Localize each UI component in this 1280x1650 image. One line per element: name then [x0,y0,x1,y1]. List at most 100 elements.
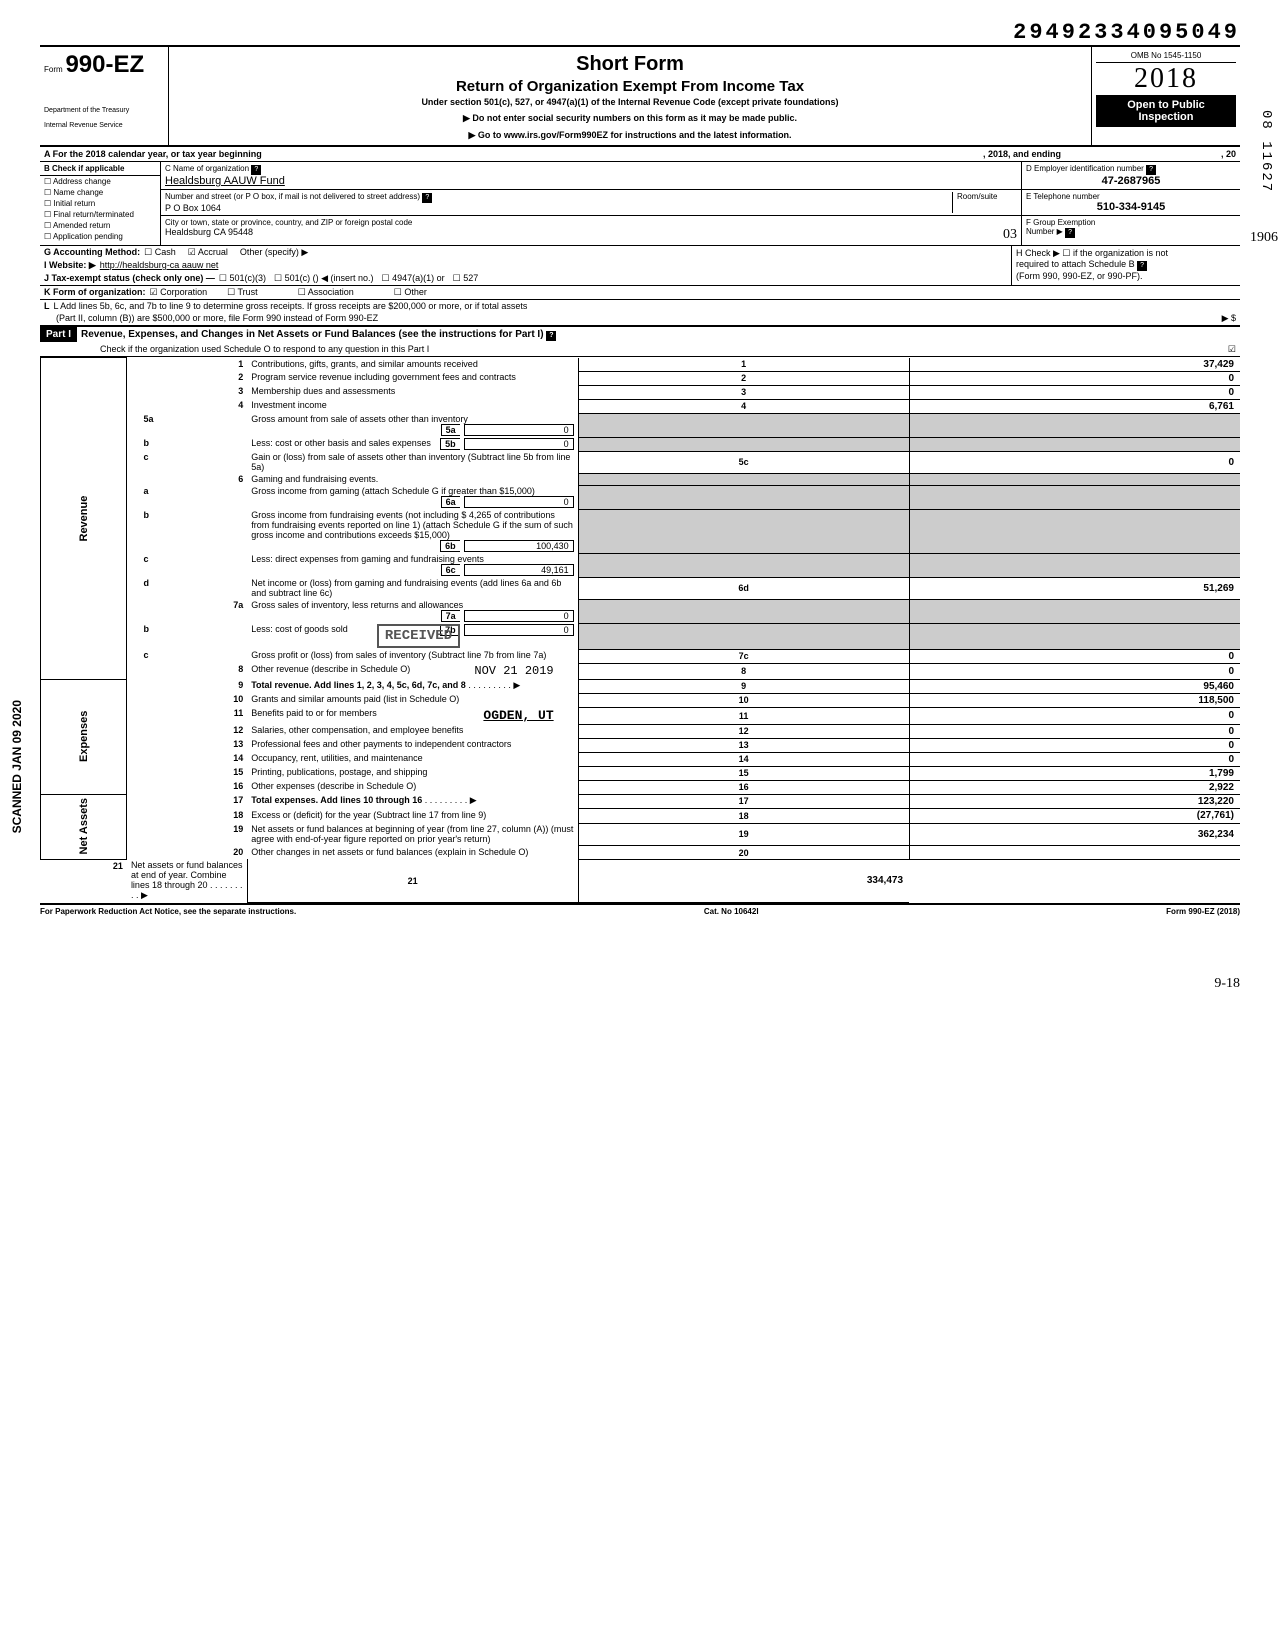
line-number: 14 [127,752,247,766]
footer-right: Form 990-EZ (2018) [1166,907,1240,916]
table-row: 8Other revenue (describe in Schedule O) … [41,663,1241,679]
chk-address-change[interactable]: Address change [40,176,160,187]
help-icon[interactable]: ? [1146,165,1156,175]
line-ref: 9 [578,679,909,693]
help-icon[interactable]: ? [546,331,556,341]
chk-501c[interactable]: ☐ 501(c) ( [274,273,316,284]
line-ref [578,473,909,485]
line-amount: 0 [909,707,1240,724]
line-ref: 1 [578,358,909,372]
line-j-tax-status: J Tax-exempt status (check only one) — ☐… [40,272,1011,285]
line-ref: 11 [578,707,909,724]
line-amount: 37,429 [909,358,1240,372]
line-description: Professional fees and other payments to … [247,738,578,752]
org-name: Healdsburg AAUW Fund [165,175,1017,187]
margin-code: 08 11627 [1258,110,1274,193]
table-row: cLess: direct expenses from gaming and f… [41,553,1241,577]
org-address: P O Box 1064 [165,203,952,213]
line-l-cont: (Part II, column (B)) are $500,000 or mo… [40,312,1240,326]
help-icon[interactable]: ? [1137,261,1147,271]
line-number: d [127,577,247,599]
line-amount [909,413,1240,437]
chk-name-change[interactable]: Name change [40,187,160,198]
help-icon[interactable]: ? [251,165,261,175]
line-number: 19 [127,823,247,846]
line-number: 10 [127,693,247,707]
line-amount: 0 [909,649,1240,663]
line-description: Salaries, other compensation, and employ… [247,724,578,738]
line-ref: 10 [578,693,909,707]
line-amount [909,485,1240,509]
table-row: aGross income from gaming (attach Schedu… [41,485,1241,509]
footer-mid: Cat. No 10642I [704,907,759,916]
chk-527[interactable]: ☐ 527 [453,273,479,284]
line-number: b [127,509,247,553]
chk-4947[interactable]: ☐ 4947(a)(1) or [382,273,445,284]
form-header: Form 990-EZ Department of the Treasury I… [40,45,1240,147]
line-description: Total expenses. Add lines 10 through 16 … [247,794,578,809]
line-description: Less: cost or other basis and sales expe… [247,437,578,451]
line-description: Gross sales of inventory, less returns a… [247,599,578,623]
line-description: Net income or (loss) from gaming and fun… [247,577,578,599]
chk-final-return[interactable]: Final return/terminated [40,209,160,220]
line-ref: 6d [578,577,909,599]
row-a-tax-year: A For the 2018 calendar year, or tax yea… [40,147,1240,162]
line-amount [909,623,1240,649]
bottom-handwriting: 9-18 [40,976,1240,992]
chk-application-pending[interactable]: Application pending [40,231,160,242]
line-amount: 334,473 [578,859,909,902]
margin-handwriting: 1906 [1250,230,1278,246]
side-label-expenses: Expenses [41,679,127,794]
omb-box: OMB No 1545-1150 2018 Open to Public Ins… [1092,47,1240,145]
line-number: c [127,649,247,663]
line-ref [578,623,909,649]
line-ref: 4 [578,399,909,413]
line-amount: 118,500 [909,693,1240,707]
line-description: Total revenue. Add lines 1, 2, 3, 4, 5c,… [247,679,578,693]
chk-501c3[interactable]: ☐ 501(c)(3) [219,273,266,284]
help-icon[interactable]: ? [422,193,432,203]
chk-trust[interactable]: ☐ Trust [227,287,258,298]
line-amount [909,599,1240,623]
line-description: Excess or (deficit) for the year (Subtra… [247,809,578,824]
line-number: 15 [127,766,247,780]
section-bcde: B Check if applicable Address change Nam… [40,162,1240,246]
chk-corporation[interactable]: ☑ Corporation [150,287,208,298]
line-number: 2 [127,371,247,385]
line-number: 17 [127,794,247,809]
line-i-website: I Website: ▶ http://healdsburg-ca aauw n… [40,259,1011,272]
chk-amended-return[interactable]: Amended return [40,220,160,231]
table-row: cGross profit or (loss) from sales of in… [41,649,1241,663]
line-number: 9 [127,679,247,693]
org-city: Healdsburg CA 95448 [165,227,253,237]
help-icon[interactable]: ? [1065,228,1075,238]
line-description: Gaming and fundraising events. [247,473,578,485]
table-row: dNet income or (loss) from gaming and fu… [41,577,1241,599]
line-ref [578,599,909,623]
table-row: 7aGross sales of inventory, less returns… [41,599,1241,623]
chk-initial-return[interactable]: Initial return [40,198,160,209]
line-amount: 0 [909,663,1240,679]
line-number: 5a [127,413,247,437]
line-number: 7a [127,599,247,623]
website-value: http://healdsburg-ca aauw net [100,260,219,271]
table-row: 20Other changes in net assets or fund ba… [41,846,1241,860]
line-number: 21 [41,859,127,902]
footer-left: For Paperwork Reduction Act Notice, see … [40,907,296,916]
line-ref: 2 [578,371,909,385]
line-amount: 6,761 [909,399,1240,413]
chk-association[interactable]: ☐ Association [298,287,354,298]
line-ref: 13 [578,738,909,752]
chk-cash[interactable]: ☐ Cash [144,247,176,258]
table-row: 5aGross amount from sale of assets other… [41,413,1241,437]
main-table: Revenue1Contributions, gifts, grants, an… [40,357,1240,903]
line-ref: 5c [578,451,909,473]
line-ref: 3 [578,385,909,399]
table-row: Revenue1Contributions, gifts, grants, an… [41,358,1241,372]
line-g-accounting: G Accounting Method: ☐ Cash ☑ Accrual Ot… [40,246,1011,259]
line-ref: 19 [578,823,909,846]
chk-accrual[interactable]: ☑ Accrual [188,247,228,258]
line-ref: 20 [578,846,909,860]
chk-other[interactable]: ☐ Other [394,287,427,298]
line-amount: 0 [909,385,1240,399]
